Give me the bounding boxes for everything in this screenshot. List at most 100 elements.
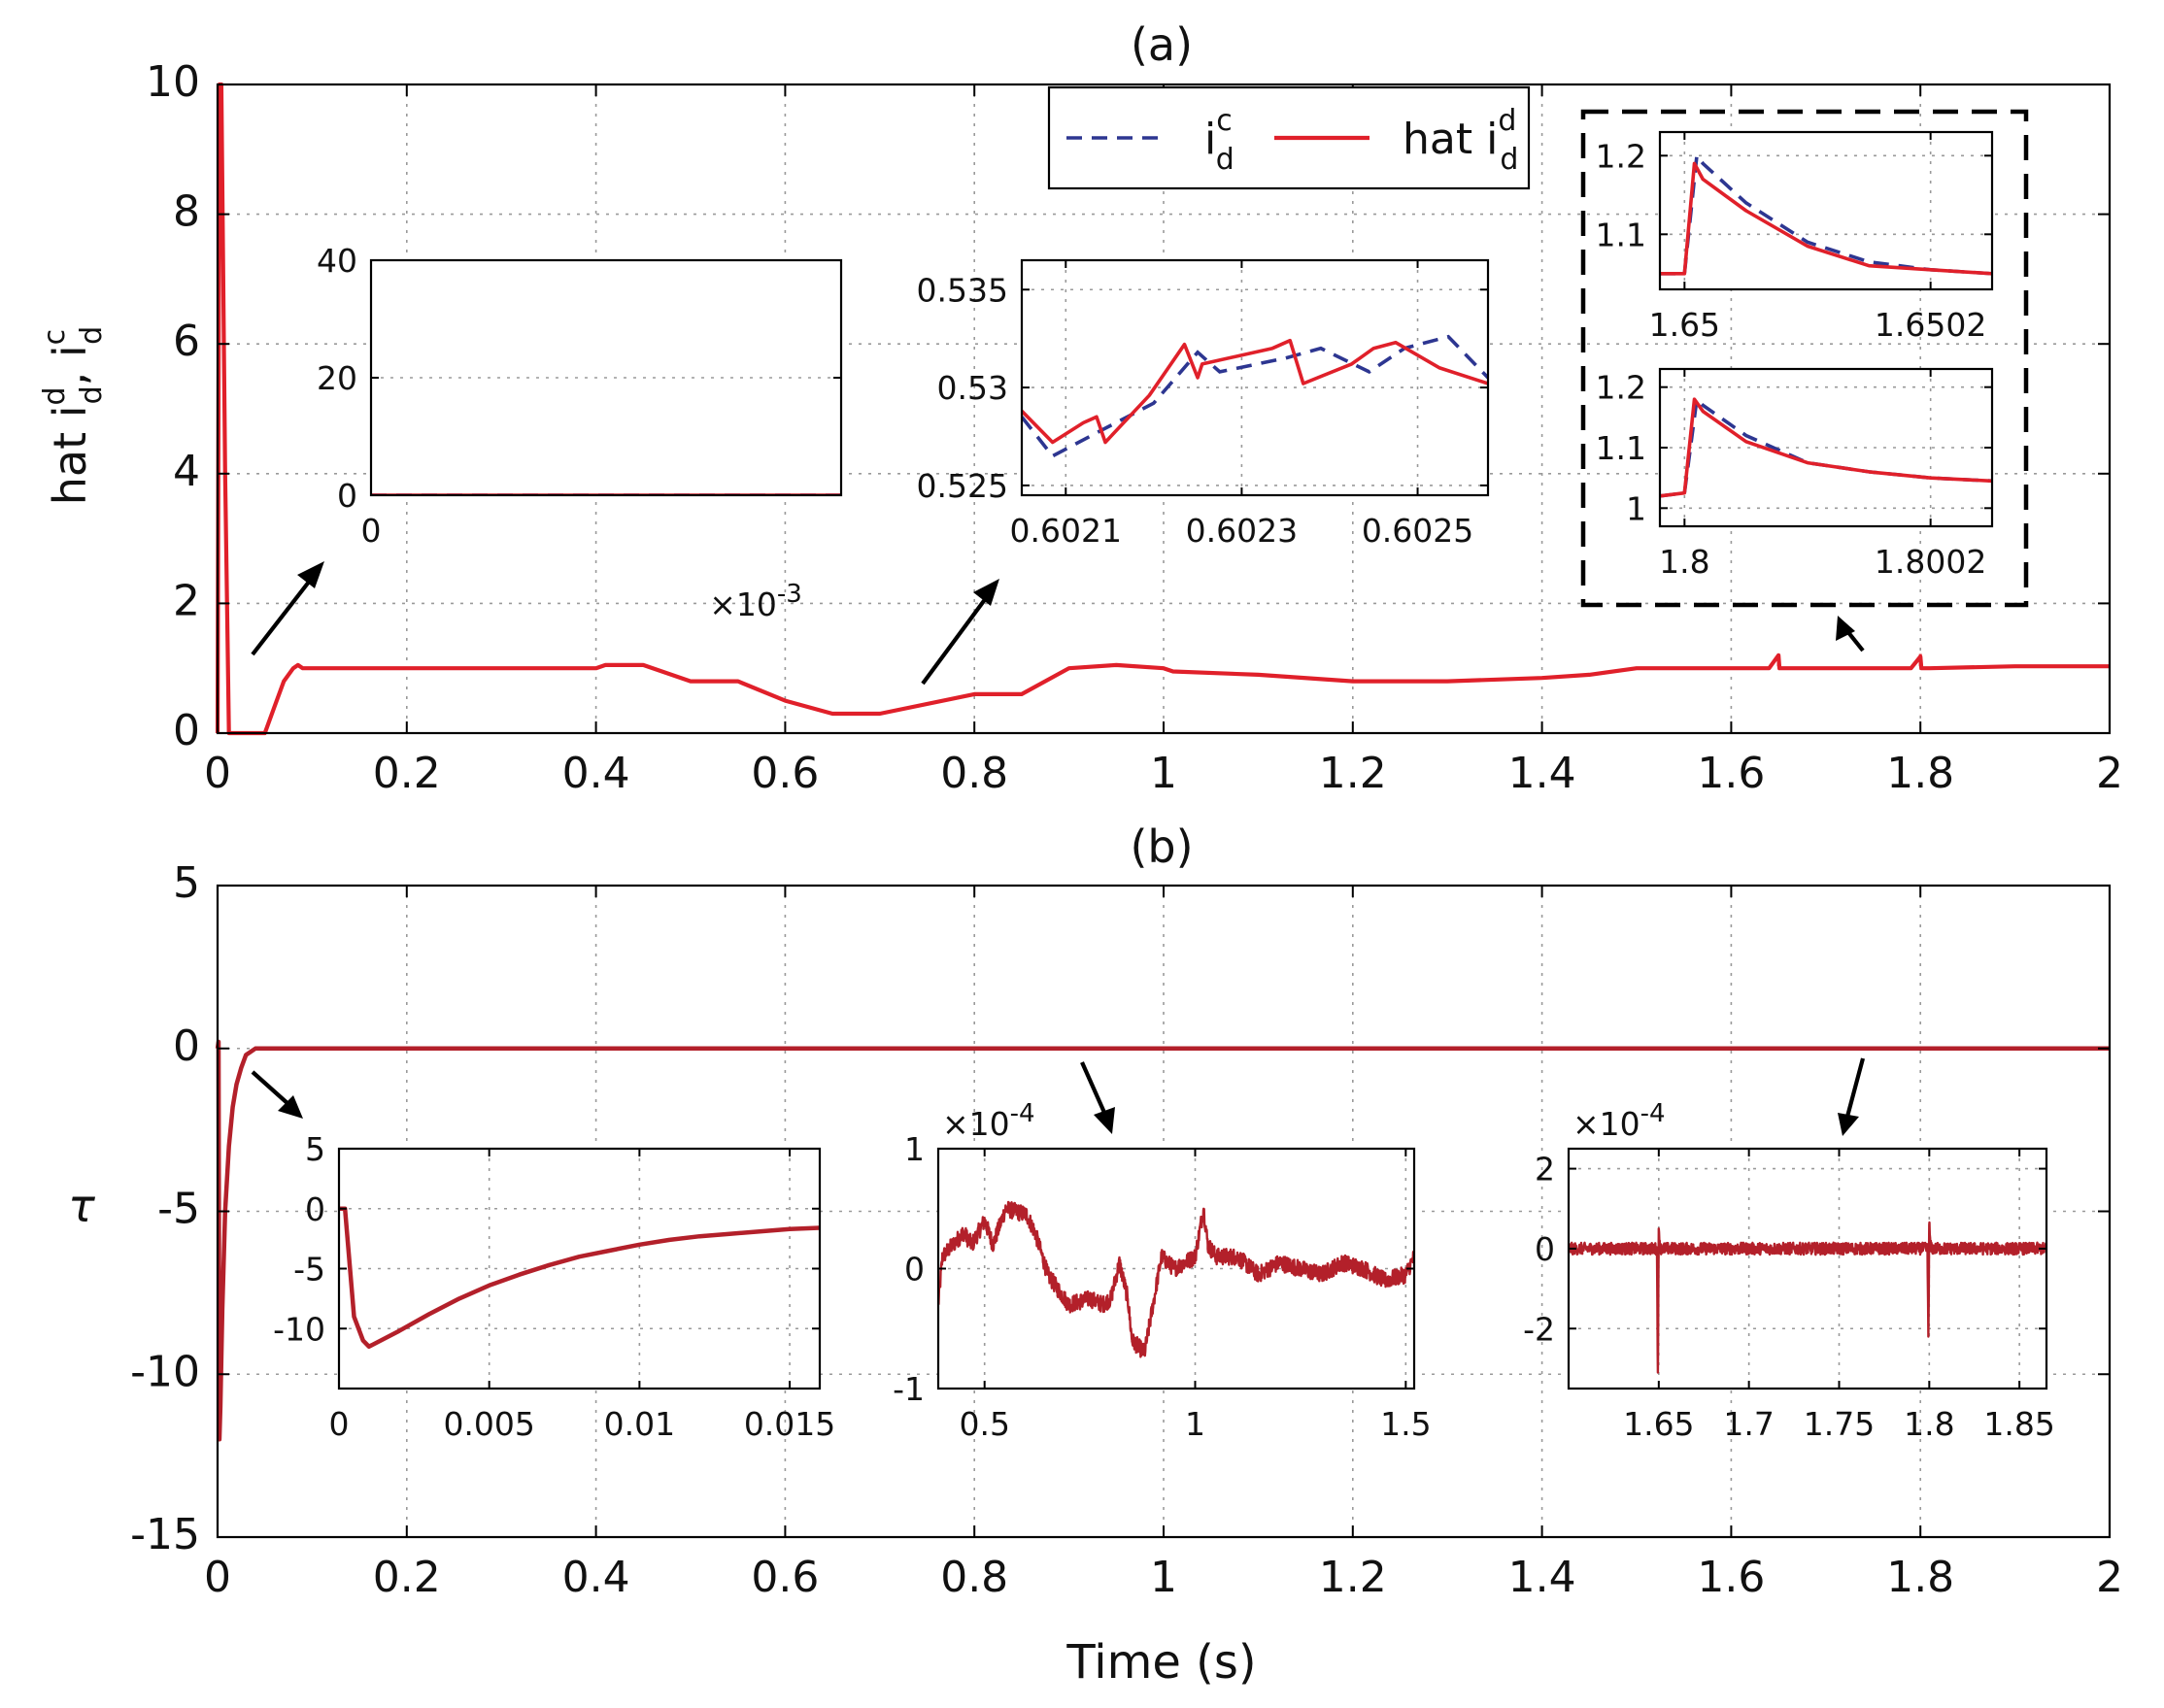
chart-b-xtick-label-0: 0 [204,1553,231,1602]
inset-a-4-xtick-label-0: 1.8 [1659,543,1709,581]
inset-a-4-frame [1658,367,1994,528]
inset-b-1: 0 0.005 0.01 0.015 -10 -5 0 5 [273,1130,835,1443]
chart-b-ytick-label-1: -10 [130,1347,200,1396]
inset-a-3-axes: 1.65 1.6502 1.1 1.2 [1596,130,1994,344]
inset-a-2-series-1 [1022,338,1488,445]
inset-b-1-frame [337,1147,822,1390]
chart-a-xtick-label-1: 0.2 [373,749,441,798]
arrow-b2 [1080,1061,1107,1116]
inset-b-2-axes: 0.5 1 1.5 -1 0 1 [893,1130,1431,1443]
chart-b-ytick-label-2: -5 [157,1185,200,1234]
chart-b-xtick-label-9: 1.8 [1886,1553,1954,1602]
arrow-b3 [1844,1057,1866,1118]
chart-b-xtick-label-7: 1.4 [1508,1553,1576,1602]
inset-b-2-series-0 [938,1200,1414,1358]
inset-a-3-xtick-label-1: 1.6502 [1875,306,1986,344]
inset-a-4-ytick-label-0: 1 [1626,489,1646,527]
inset-b-2-ytick-label-0: -1 [893,1370,925,1408]
inset-b-1-series-group [339,1206,820,1350]
chart-b-ytick-label-4: 5 [173,858,200,908]
inset-b-2-xtick-label-2: 1.5 [1380,1405,1431,1443]
chart-b-ytick-label-3: 0 [173,1021,200,1071]
inset-b-1-xtick-label-1: 0.005 [443,1405,534,1443]
chart-b-frame [216,884,2112,1539]
inset-b-1-axes: 0 0.005 0.01 0.015 -10 -5 0 5 [273,1130,835,1443]
chart-a-ylabel: hat id d, ic d [38,326,109,505]
inset-a-2-xtick-label-2: 0.6025 [1362,512,1473,550]
chart-b-xtick-label-2: 0.4 [562,1553,630,1602]
inset-b-3-series-group [1569,1221,2046,1374]
chart-b-ytick-label-0: -15 [130,1510,200,1559]
arrow-a1-head [297,561,324,588]
inset-a-4-ytick-label-1: 1.1 [1596,429,1646,467]
inset-a-2-frame [1020,258,1490,497]
inset-a-4: 1.8 1.8002 1 1.1 1.2 [1596,367,1994,581]
inset-a-2-series-group [1022,334,1488,458]
chart-a-xtick-label-7: 1.4 [1508,749,1576,798]
inset-b-1-ytick-label-1: -5 [293,1251,325,1289]
arrow-b1 [251,1070,291,1107]
inset-b-2-xtick-label-0: 0.5 [959,1405,1009,1443]
inset-a-4-xtick-label-1: 1.8002 [1875,543,1986,581]
inset-a-1-ytick-label-1: 20 [317,359,357,397]
inset-b-2-yexponent: ×10-4 [942,1099,1035,1143]
arrows [251,561,1866,1136]
inset-a-2-series-0 [1022,334,1488,458]
inset-a-2-ytick-label-2: 0.535 [917,271,1008,309]
inset-b-2-xtick-label-1: 1 [1185,1405,1205,1443]
inset-a-2: 0.6021 0.6023 0.6025 0.525 0.53 0.535 [917,258,1490,550]
inset-a-1-ytick-label-2: 40 [317,242,357,280]
svg-text:hat idd, icd: hat id d, ic d [38,326,109,505]
inset-b-1-xtick-label-0: 0 [329,1405,350,1443]
inset-b-3-xtick-label-2: 1.75 [1804,1405,1875,1443]
inset-a-4-ytick-label-2: 1.2 [1596,369,1646,407]
inset-b-2-series-group [938,1200,1414,1358]
inset-a-3-bg [1660,132,1992,289]
chart-a-xtick-label-8: 1.6 [1697,749,1765,798]
chart-b-xtick-label-6: 1.2 [1319,1553,1387,1602]
legend-label-hatid: hat id d [1403,104,1518,177]
chart-b-ylabel: τ [68,1180,95,1232]
chart-a-xtick-label-6: 1.2 [1319,749,1387,798]
inset-a-2-bg [1022,260,1488,495]
legend: ic d hat id d [1047,85,1531,190]
inset-a-3: 1.65 1.6502 1.1 1.2 [1596,130,1994,344]
inset-a-2-grid [1022,260,1488,495]
inset-b-2-grid [938,1149,1414,1389]
inset-a-4-grid [1660,369,1992,526]
series-layer [215,82,2110,1442]
inset-a-3-frame [1658,130,1994,291]
inset-a-4-series-group [1660,395,1992,498]
inset-b-1-xtick-label-3: 0.015 [744,1405,835,1443]
arrow-a3-head [1836,616,1855,641]
chart-b-xtick-label-3: 0.6 [751,1553,819,1602]
inset-b-3-yexponent: ×10-4 [1572,1099,1666,1143]
inset-b-3-xtick-label-4: 1.85 [1983,1405,2054,1443]
inset-b-1-ytick-label-2: 0 [305,1190,325,1228]
inset-b-3-series-0 [1569,1221,2046,1374]
inset-b-3-bg [1569,1149,2046,1389]
inset-a-2-ytick-label-0: 0.525 [917,467,1008,505]
inset-b-2-ytick-label-2: 1 [904,1130,925,1168]
inset-b-3: 1.65 1.7 1.75 1.8 1.85 -2 0 2 ×10-4 [1523,1099,2055,1443]
chart-a-ytick-label-1: 2 [173,576,200,625]
arrow-a2-head [973,579,999,606]
chart-b-xtick-label-5: 1 [1150,1553,1177,1602]
chart-b-series-0 [215,1039,2110,1442]
inset-b-1-ytick-label-3: 5 [305,1130,325,1168]
chart-b-xlabel: Time (s) [1065,1635,1256,1690]
chart-a-xtick-label-4: 0.8 [940,749,1008,798]
chart-a-xtick-label-5: 1 [1150,749,1177,798]
inset-b-1-grid [339,1149,820,1389]
chart-b-title: (b) [1130,821,1193,873]
chart-a-xtick-label-3: 0.6 [751,749,819,798]
inset-a-3-series-1 [1660,161,1992,276]
inset-a-3-ytick-label-1: 1.2 [1596,137,1646,175]
arrow-b1-head [278,1095,303,1119]
inset-a-4-axes: 1.8 1.8002 1 1.1 1.2 [1596,367,1994,581]
inset-b-3-ytick-label-0: -2 [1523,1310,1555,1348]
arrow-a2 [921,592,991,686]
inset-a-3-ytick-label-0: 1.1 [1596,216,1646,253]
inset-a-3-xtick-label-0: 1.65 [1649,306,1720,344]
inset-b-3-xtick-label-1: 1.7 [1723,1405,1774,1443]
